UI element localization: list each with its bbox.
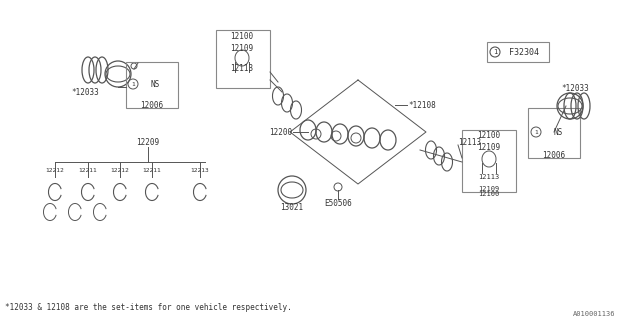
Text: 12211: 12211 — [143, 167, 161, 172]
Text: 13021: 13021 — [280, 204, 303, 212]
Text: *12108: *12108 — [408, 100, 436, 109]
Text: 12211: 12211 — [79, 167, 97, 172]
Text: *12033: *12033 — [71, 87, 99, 97]
Text: 12113: 12113 — [230, 63, 253, 73]
Text: 12109: 12109 — [230, 44, 253, 52]
Text: 12100: 12100 — [230, 31, 253, 41]
Text: 12006: 12006 — [543, 150, 566, 159]
Bar — [462, 130, 516, 192]
Text: F32304: F32304 — [509, 47, 539, 57]
Text: *12033: *12033 — [561, 84, 589, 92]
Text: 12212: 12212 — [45, 167, 65, 172]
Text: E50506: E50506 — [324, 199, 352, 209]
Text: 12109: 12109 — [477, 142, 500, 151]
Text: 12100: 12100 — [478, 191, 500, 197]
Text: NS: NS — [150, 79, 159, 89]
Bar — [126, 62, 178, 108]
Bar — [216, 30, 270, 88]
Bar — [487, 42, 549, 62]
Text: 1: 1 — [493, 49, 497, 55]
Text: 1: 1 — [131, 82, 135, 86]
Text: 12212: 12212 — [111, 167, 129, 172]
Text: 12213: 12213 — [191, 167, 209, 172]
Text: A010001136: A010001136 — [573, 311, 615, 317]
Bar — [528, 108, 580, 158]
Text: 12209: 12209 — [136, 138, 159, 147]
Text: 12113: 12113 — [478, 174, 500, 180]
Text: 1: 1 — [534, 130, 538, 134]
Text: *12033 & 12108 are the set-items for one vehicle respectively.: *12033 & 12108 are the set-items for one… — [5, 303, 292, 312]
Text: 12200: 12200 — [269, 127, 292, 137]
Text: 12006: 12006 — [140, 100, 164, 109]
Text: 12113: 12113 — [458, 138, 481, 147]
Text: 12109: 12109 — [478, 186, 500, 192]
Text: NS: NS — [554, 127, 563, 137]
Text: 12100: 12100 — [477, 131, 500, 140]
